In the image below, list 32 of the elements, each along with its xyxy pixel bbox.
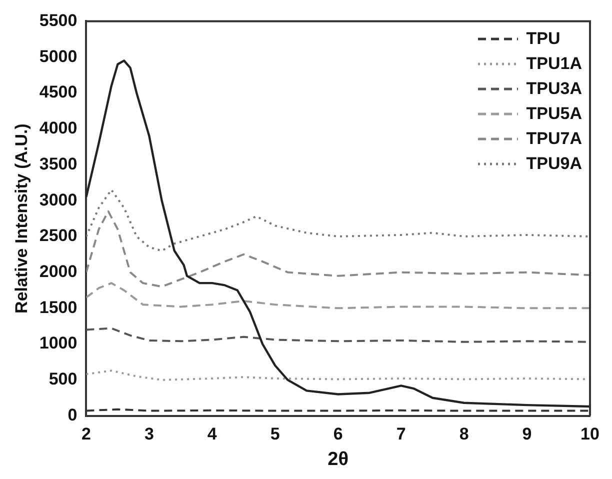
y-tick-label: 500 bbox=[48, 370, 78, 389]
legend-label: TPU bbox=[526, 28, 560, 48]
y-tick-label: 5500 bbox=[39, 10, 78, 30]
x-tick-label: 8 bbox=[459, 424, 469, 444]
y-tick-label: 1000 bbox=[39, 334, 78, 353]
line-series bbox=[86, 188, 590, 252]
legend-label: TPU9A bbox=[526, 154, 582, 174]
x-tick-label: 3 bbox=[144, 424, 154, 444]
x-tick-label: 10 bbox=[580, 424, 600, 444]
y-tick-label: 4000 bbox=[39, 118, 78, 138]
line-series bbox=[86, 210, 590, 288]
y-tick-label: 1500 bbox=[39, 298, 78, 317]
x-tick-label: 5 bbox=[270, 424, 280, 444]
y-tick-label: 5000 bbox=[39, 46, 78, 66]
y-tick-label: 3000 bbox=[39, 190, 78, 210]
y-tick-label: 4500 bbox=[39, 82, 78, 102]
y-tick-label: 0 bbox=[68, 405, 78, 424]
x-tick-label: 6 bbox=[333, 424, 343, 444]
y-axis-title: Relative Intensity (A.U.) bbox=[12, 124, 31, 314]
x-tick-label: 4 bbox=[207, 424, 218, 444]
x-axis-title: 2θ bbox=[328, 448, 349, 470]
y-tick-label: 2000 bbox=[39, 262, 78, 281]
legend-label: TPU5A bbox=[526, 104, 582, 124]
line-series bbox=[86, 282, 590, 310]
legend-label: TPU1A bbox=[526, 54, 582, 74]
y-tick-label: 2500 bbox=[39, 226, 78, 246]
x-tick-label: 9 bbox=[522, 424, 532, 444]
legend-label: TPU3A bbox=[526, 78, 582, 98]
legend-label: TPU7A bbox=[526, 128, 582, 148]
x-tick-label: 2 bbox=[81, 424, 91, 444]
y-tick-label: 3500 bbox=[39, 154, 78, 174]
x-tick-label: 7 bbox=[396, 424, 406, 444]
